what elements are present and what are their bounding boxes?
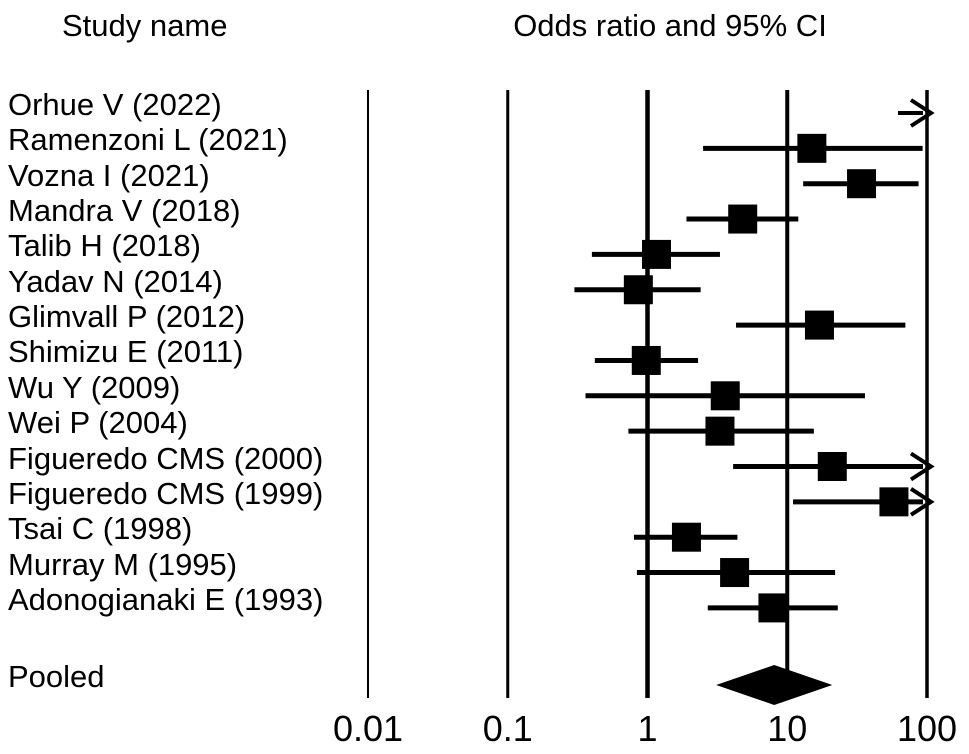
odds-ratio-square [879, 487, 909, 517]
study-label: Yadav N (2014) [8, 263, 223, 299]
offscale-right-arrowhead [909, 451, 935, 482]
study-label: Figueredo CMS (1999) [8, 475, 324, 511]
study-label: Mandra V (2018) [8, 193, 241, 229]
study-label: Glimvall P (2012) [8, 299, 246, 335]
pooled-diamond [716, 665, 833, 705]
study-label: Wu Y (2009) [8, 369, 181, 405]
study-label: Ramenzoni L (2021) [8, 122, 288, 158]
study-label: Tsai C (1998) [8, 511, 193, 547]
odds-ratio-square [671, 522, 701, 552]
x-axis-tick-label: 10 [767, 708, 808, 749]
odds-ratio-square [847, 169, 877, 199]
pooled-row-label: Pooled [8, 659, 105, 694]
odds-ratio-square [804, 310, 834, 340]
odds-ratio-square [758, 593, 788, 623]
odds-ratio-square [728, 204, 758, 234]
odds-ratio-square [705, 416, 735, 446]
odds-ratio-square [623, 275, 653, 305]
odds-ratio-square [720, 558, 750, 588]
x-axis-tick-label: 0.01 [332, 708, 404, 749]
odds-ratio-square [817, 452, 847, 481]
odds-ratio-square [631, 345, 661, 375]
study-label: Vozna I (2021) [8, 157, 210, 193]
study-label: Shimizu E (2011) [8, 334, 244, 370]
odds-ratio-square [797, 133, 827, 163]
offscale-right-arrowhead [909, 98, 935, 128]
offscale-right-arrowhead [909, 487, 935, 517]
column-header-study-name: Study name [62, 8, 228, 43]
study-label: Adonogianaki E (1993) [8, 581, 324, 617]
study-label: Orhue V (2022) [8, 87, 222, 122]
x-axis-tick-label: 1 [637, 708, 658, 749]
x-axis-tick-label: 100 [896, 708, 958, 749]
study-label: Murray M (1995) [8, 546, 238, 582]
study-label: Talib H (2018) [8, 228, 201, 264]
x-axis-tick-label: 0.1 [482, 708, 533, 749]
odds-ratio-square [642, 239, 672, 269]
odds-ratio-square [710, 381, 740, 411]
study-label: Figueredo CMS (2000) [8, 440, 324, 476]
column-header-odds-ratio: Odds ratio and 95% CI [513, 8, 827, 43]
study-label: Wei P (2004) [8, 405, 188, 441]
